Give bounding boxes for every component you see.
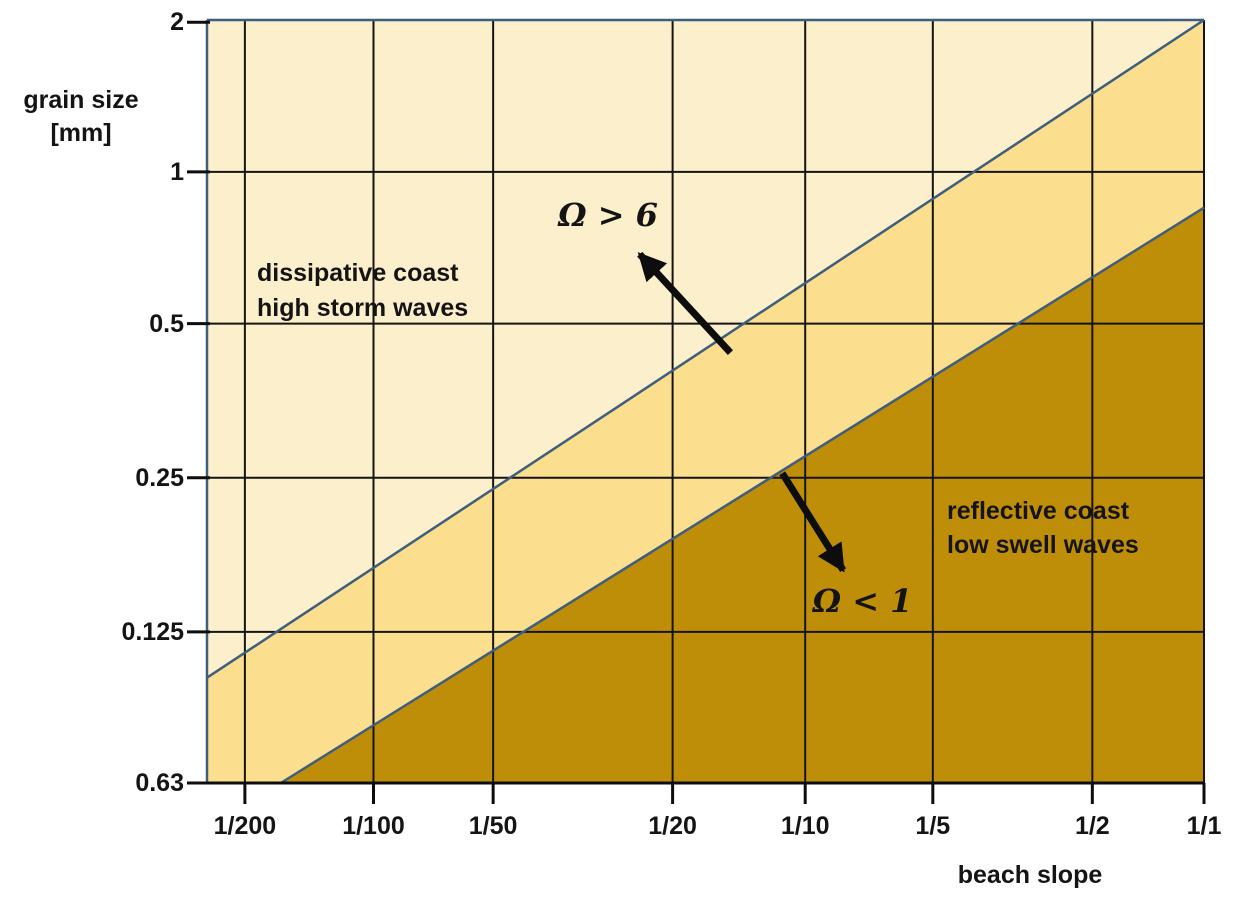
y-tick-label: 0.25 — [135, 463, 184, 492]
y-axis-title: grain size [mm] — [6, 84, 156, 150]
y-tick-label: 2 — [170, 8, 184, 37]
x-tick-label: 1/2 — [1074, 812, 1110, 840]
y-tick-label: 0.125 — [121, 617, 184, 646]
y-tick-label: 1 — [170, 157, 184, 186]
arrow-layer — [637, 251, 847, 573]
region-intermediate — [207, 20, 1204, 783]
dissipative-region-label-line1: dissipative coast — [257, 259, 459, 287]
x-tick-label: 1/50 — [468, 812, 518, 840]
x-tick-label: 1/200 — [213, 812, 277, 840]
border-layer — [205, 18, 1205, 785]
x-tick-label: 1/100 — [342, 812, 405, 840]
x-tick-label: 1/5 — [915, 812, 951, 840]
omega-lt-1-arrow — [779, 471, 847, 573]
boundary-omega-1 — [280, 206, 1205, 785]
omega-gt-6-label: Ω > 6 — [558, 196, 658, 234]
y-axis-title-line2: [mm] — [50, 119, 112, 147]
x-tick-label: 1/20 — [648, 812, 697, 840]
y-axis-title-line1: grain size — [23, 86, 139, 114]
reflective-region-label-line2: low swell waves — [947, 531, 1139, 559]
grid-layer — [207, 20, 1205, 783]
boundary-omega-6 — [206, 18, 1205, 679]
regions-layer — [207, 20, 1204, 783]
x-axis-title: beach slope — [957, 861, 1103, 889]
dissipative-region-label: dissipative coast high storm waves — [257, 256, 468, 326]
dissipative-region-label-line2: high storm waves — [257, 294, 469, 322]
reflective-region-label-line1: reflective coast — [947, 497, 1130, 525]
x-tick-label: 1/1 — [1186, 812, 1222, 840]
x-tick-label: 1/10 — [780, 812, 830, 840]
y-tick-label: 0.5 — [149, 309, 184, 338]
omega-lt-1-label: Ω < 1 — [812, 582, 913, 620]
reflective-region-label: reflective coast low swell waves — [947, 494, 1139, 562]
tick-layer — [187, 20, 1206, 804]
omega-gt-6-arrow — [637, 251, 733, 356]
y-tick-label: 0.63 — [135, 769, 184, 797]
